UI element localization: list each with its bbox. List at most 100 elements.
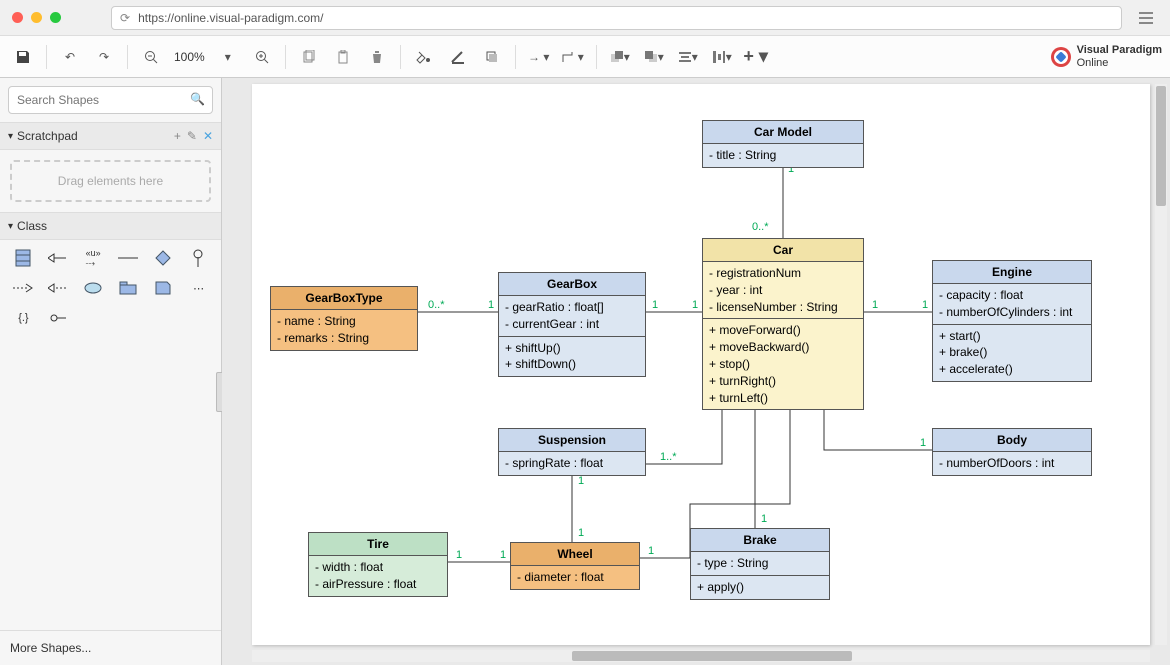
drop-hint: Drag elements here (58, 174, 163, 188)
attr-row: - title : String (709, 147, 857, 164)
redo-button[interactable]: ↷ (89, 42, 119, 72)
vertical-scrollbar[interactable] (1155, 84, 1167, 645)
op-row: + stop() (709, 356, 857, 373)
close-icon[interactable]: ✕ (203, 129, 213, 143)
browser-menu-button[interactable] (1134, 6, 1158, 30)
undo-button[interactable]: ↶ (55, 42, 85, 72)
op-row: + turnLeft() (709, 390, 857, 407)
attr-row: - capacity : float (939, 287, 1085, 304)
scratchpad-panel-header[interactable]: ▾ Scratchpad + ✎ ✕ (0, 122, 221, 150)
delete-button[interactable] (362, 42, 392, 72)
align-button[interactable]: ▾ (673, 42, 703, 72)
op-row: + apply() (697, 579, 823, 596)
to-front-button[interactable]: ▾ (605, 42, 635, 72)
pal-constraint[interactable]: {.} (10, 308, 37, 328)
pal-generalization[interactable] (45, 248, 72, 268)
pal-note[interactable] (149, 278, 176, 298)
pal-required[interactable] (45, 308, 72, 328)
fill-color-button[interactable] (409, 42, 439, 72)
attrs-section: - numberOfDoors : int (933, 452, 1091, 475)
save-button[interactable] (8, 42, 38, 72)
op-row: + brake() (939, 344, 1085, 361)
class-wheel[interactable]: Wheel- diameter : float (510, 542, 640, 590)
pal-class[interactable] (10, 248, 37, 268)
scroll-thumb[interactable] (1156, 86, 1166, 206)
connector-waypoint-button[interactable]: ▾ (558, 42, 588, 72)
multiplicity-label: 1 (920, 437, 926, 449)
search-icon[interactable]: 🔍 (190, 92, 205, 106)
pal-usage[interactable]: «u»⤏ (80, 248, 107, 268)
pal-interface[interactable] (149, 248, 176, 268)
panel-title: Scratchpad (17, 129, 78, 143)
close-window-button[interactable] (12, 12, 23, 23)
class-tire[interactable]: Tire- width : float- airPressure : float (308, 532, 448, 597)
op-row: + shiftDown() (505, 356, 639, 373)
toolbar: ↶ ↷ 100% ▾ → ▾ ▾ ▾ ▾ ▾ ▾ + ▾ Visual Para… (0, 36, 1170, 78)
attrs-section: - springRate : float (499, 452, 645, 475)
attr-row: - type : String (697, 555, 823, 572)
zoom-level[interactable]: 100% (170, 50, 209, 64)
multiplicity-label: 1..* (660, 451, 677, 463)
separator (515, 45, 516, 69)
class-brake[interactable]: Brake - type : String + apply() (690, 528, 830, 600)
class-title: GearBoxType (271, 287, 417, 310)
class-engine[interactable]: Engine- capacity : float- numberOfCylind… (932, 260, 1092, 382)
add-button[interactable]: + ▾ (741, 42, 771, 72)
scroll-thumb[interactable] (572, 651, 852, 661)
pal-provided[interactable] (184, 248, 211, 268)
pal-association[interactable] (115, 248, 142, 268)
class-title: Engine (933, 261, 1091, 284)
maximize-window-button[interactable] (50, 12, 61, 23)
separator (46, 45, 47, 69)
connector-straight-button[interactable]: → ▾ (524, 42, 554, 72)
ops-section: + apply() (691, 576, 829, 599)
caret-down-icon: ▾ (8, 131, 13, 142)
pal-datatype[interactable] (80, 278, 107, 298)
multiplicity-label: 1 (761, 513, 767, 525)
pal-realization[interactable] (45, 278, 72, 298)
line-color-button[interactable] (443, 42, 473, 72)
pal-dependency[interactable] (10, 278, 37, 298)
class-gearbox[interactable]: GearBox- gearRatio : float[]- currentGea… (498, 272, 646, 377)
class-suspension[interactable]: Suspension- springRate : float (498, 428, 646, 476)
to-back-button[interactable]: ▾ (639, 42, 669, 72)
attr-row: - remarks : String (277, 330, 411, 347)
brand-sub: Online (1077, 57, 1109, 69)
add-icon[interactable]: + (174, 129, 181, 143)
scratchpad-dropzone[interactable]: Drag elements here (10, 160, 211, 202)
minimize-window-button[interactable] (31, 12, 42, 23)
class-panel-header[interactable]: ▾ Class (0, 212, 221, 240)
pal-package[interactable] (115, 278, 142, 298)
attrs-section: - registrationNum- year : int- licenseNu… (703, 262, 863, 319)
zoom-in-button[interactable] (247, 42, 277, 72)
reload-icon[interactable]: ⟳ (120, 11, 130, 25)
shadow-button[interactable] (477, 42, 507, 72)
multiplicity-label: 1 (500, 549, 506, 561)
class-body[interactable]: Body- numberOfDoors : int (932, 428, 1092, 476)
window-controls (12, 12, 61, 23)
class-title: Brake (691, 529, 829, 552)
pal-nary[interactable]: ⋯ (184, 278, 211, 298)
canvas[interactable]: 10..*110..*11111..*1111111111 Car Model-… (252, 84, 1150, 645)
multiplicity-label: 1 (652, 299, 658, 311)
attrs-section: - width : float- airPressure : float (309, 556, 447, 596)
class-carmodel[interactable]: Car Model- title : String (702, 120, 864, 168)
copy-button[interactable] (294, 42, 324, 72)
url-bar[interactable]: ⟳ https://online.visual-paradigm.com/ (111, 6, 1122, 30)
attr-row: - currentGear : int (505, 316, 639, 333)
edit-icon[interactable]: ✎ (187, 129, 197, 143)
paste-button[interactable] (328, 42, 358, 72)
attr-row: - name : String (277, 313, 411, 330)
more-shapes-link[interactable]: More Shapes... (0, 630, 221, 665)
zoom-out-button[interactable] (136, 42, 166, 72)
multiplicity-label: 1 (488, 299, 494, 311)
horizontal-scrollbar[interactable] (252, 650, 1150, 662)
class-gearboxtype[interactable]: GearBoxType - name : String- remarks : St… (270, 286, 418, 351)
class-car[interactable]: Car- registrationNum- year : int- licens… (702, 238, 864, 410)
separator (285, 45, 286, 69)
class-title: GearBox (499, 273, 645, 296)
search-shapes-input[interactable] (8, 86, 213, 114)
op-row: + moveForward() (709, 322, 857, 339)
distribute-button[interactable]: ▾ (707, 42, 737, 72)
zoom-dropdown[interactable]: ▾ (213, 42, 243, 72)
